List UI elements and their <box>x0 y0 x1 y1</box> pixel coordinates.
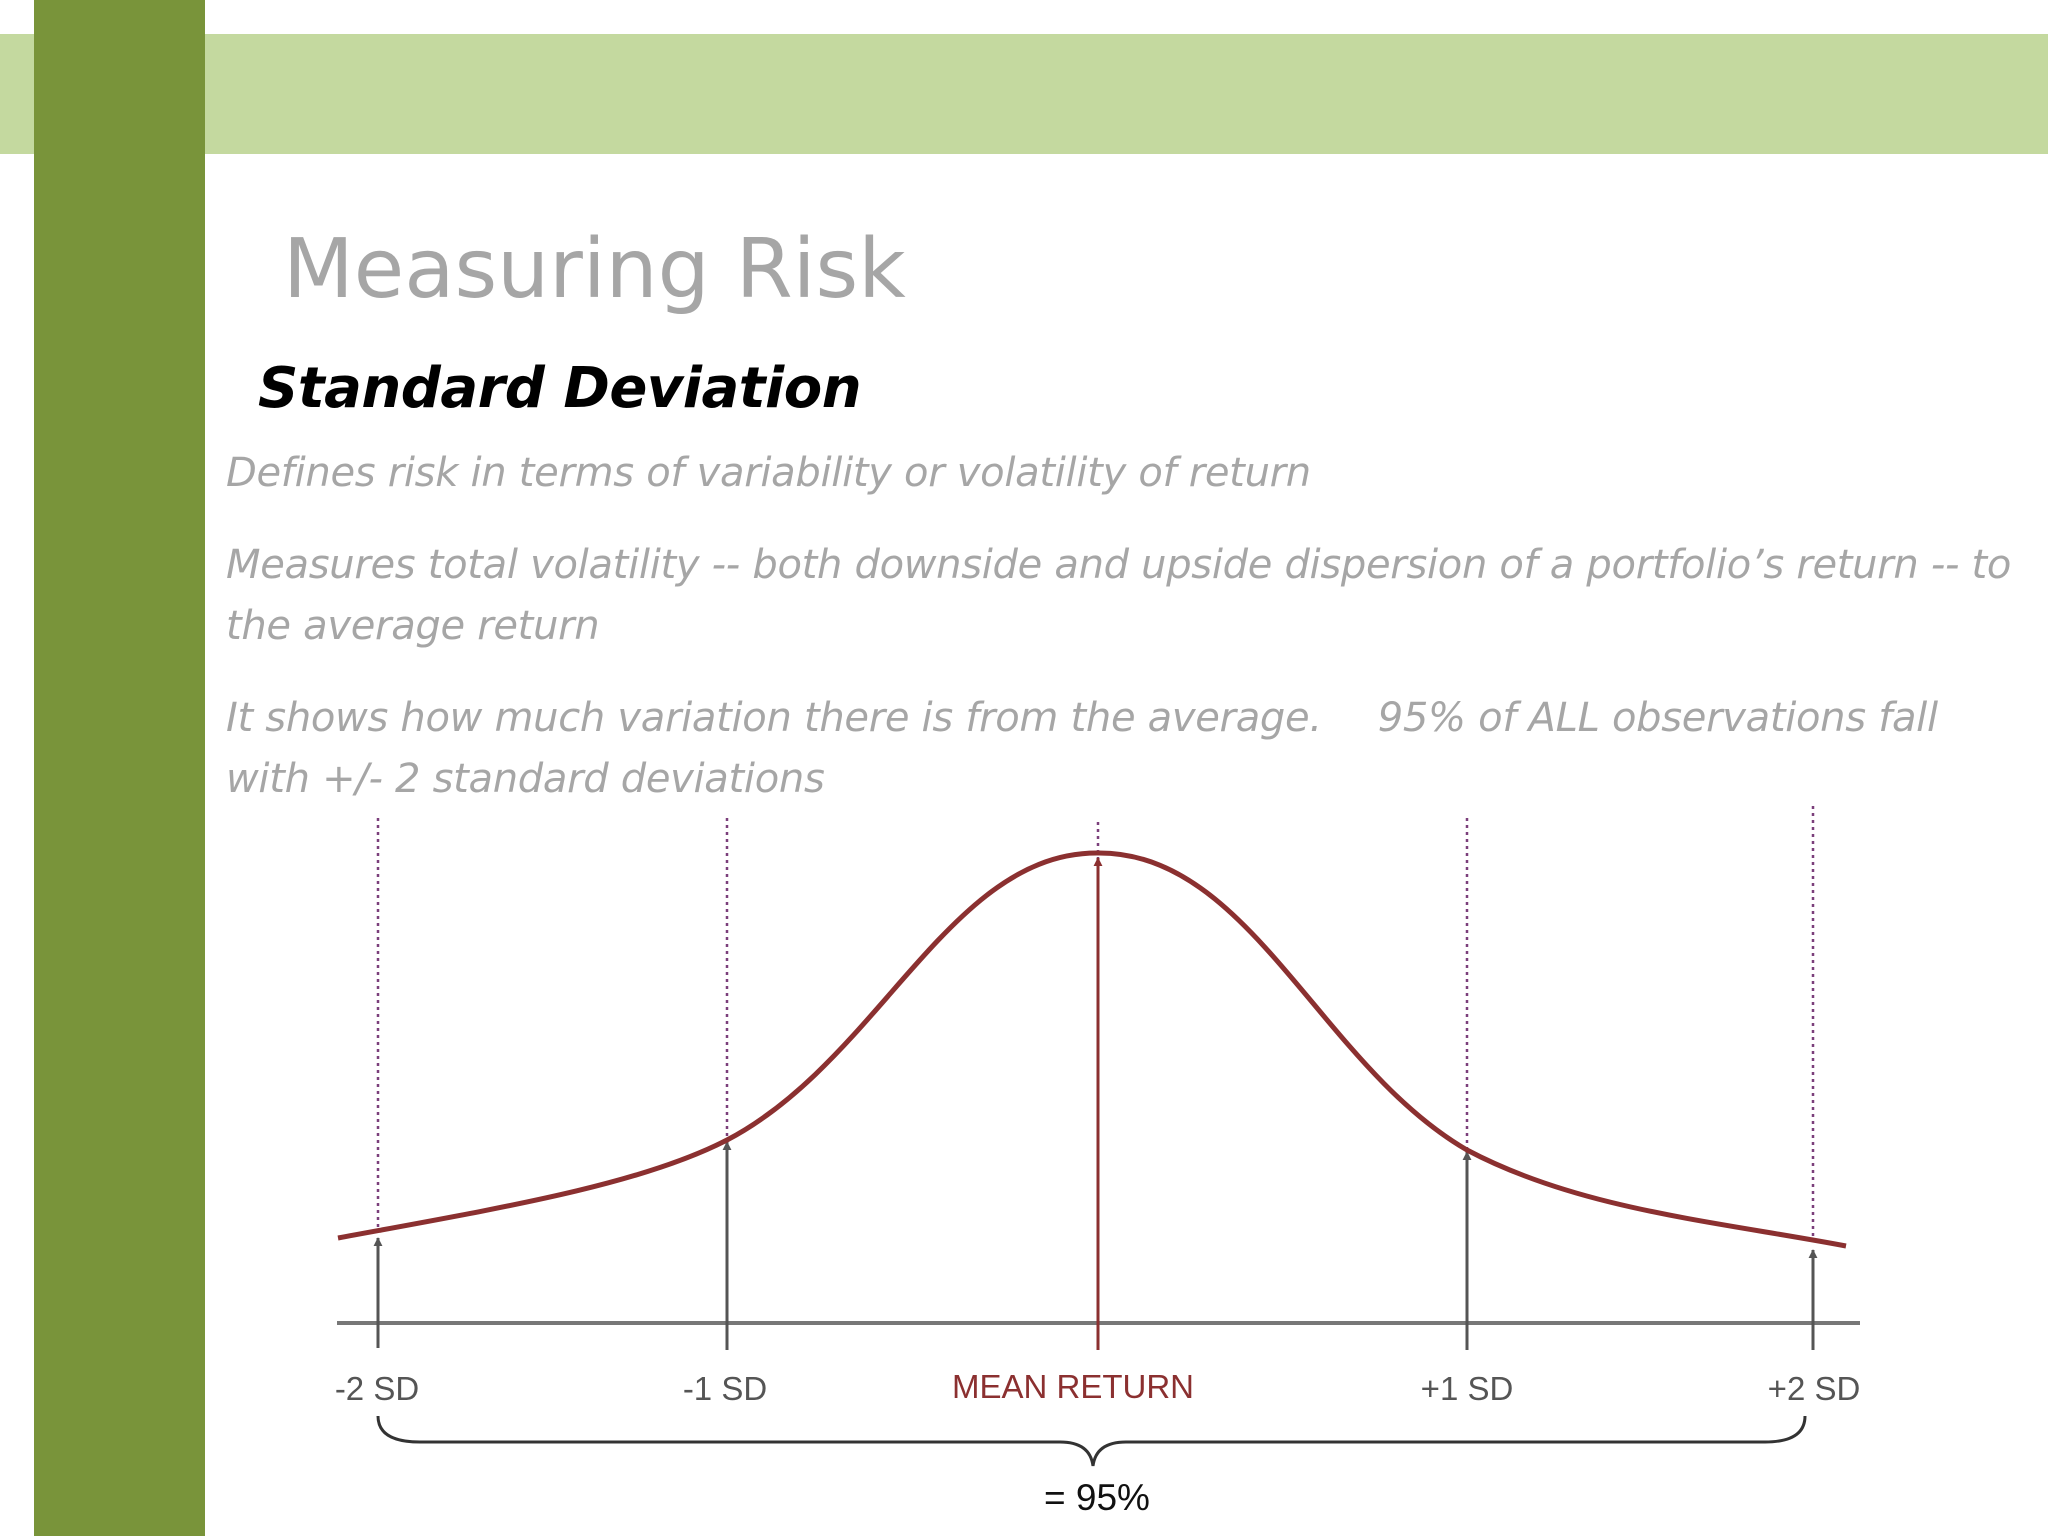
bullet-list: Defines risk in terms of variability or … <box>226 443 2026 841</box>
bullet-text: Measures total volatility -- both downsi… <box>226 542 2012 649</box>
marker-label-plus-2sd: +2 SD <box>1768 1370 1861 1407</box>
bullet-text: Defines risk in terms of variability or … <box>226 450 1311 496</box>
bullet-item: Measures total volatility -- both downsi… <box>226 535 2026 657</box>
header-band <box>0 34 2048 154</box>
marker-label-minus-2sd: -2 SD <box>335 1370 419 1407</box>
range-brace <box>376 1415 1807 1467</box>
bullet-item: Defines risk in terms of variability or … <box>226 443 2026 504</box>
sidebar-accent <box>34 0 205 1536</box>
marker-label-plus-1sd: +1 SD <box>1421 1370 1514 1407</box>
marker-label-mean-return: MEAN RETURN <box>952 1368 1194 1405</box>
slide-subtitle: Standard Deviation <box>258 356 862 421</box>
marker-label-minus-1sd: -1 SD <box>683 1370 767 1407</box>
bullet-text: It shows how much variation there is fro… <box>226 695 1322 741</box>
bullet-text-continued: 95% of ALL observations fall with +/- 2 … <box>226 695 1938 802</box>
slide-title: Measuring Risk <box>283 222 906 317</box>
bell-curve <box>337 850 1847 1249</box>
brace-label: = 95% <box>1044 1477 1150 1518</box>
bullet-item: It shows how much variation there is fro… <box>226 688 2026 810</box>
